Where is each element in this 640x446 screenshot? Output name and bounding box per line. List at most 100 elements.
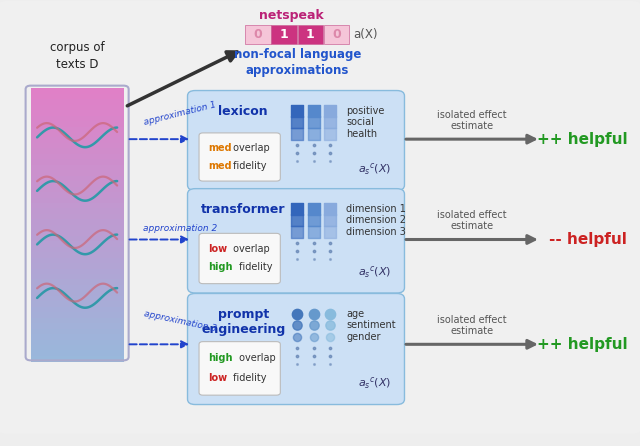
Bar bbox=[31, 329, 124, 335]
Bar bbox=[31, 99, 124, 105]
FancyBboxPatch shape bbox=[0, 1, 640, 434]
Text: isolated effect
estimate: isolated effect estimate bbox=[437, 210, 507, 231]
Bar bbox=[31, 110, 124, 116]
Bar bbox=[31, 143, 124, 149]
Bar bbox=[31, 263, 124, 269]
FancyBboxPatch shape bbox=[271, 25, 297, 44]
Text: $a_s{}^c(X)$: $a_s{}^c(X)$ bbox=[358, 264, 392, 280]
Point bbox=[325, 228, 335, 235]
Bar bbox=[31, 203, 124, 209]
Point bbox=[308, 322, 319, 329]
Point bbox=[308, 217, 319, 224]
Point bbox=[308, 228, 319, 235]
Bar bbox=[31, 247, 124, 253]
Bar bbox=[31, 198, 124, 204]
Text: low: low bbox=[208, 373, 227, 383]
Point bbox=[325, 322, 335, 329]
Point bbox=[292, 322, 302, 329]
Bar bbox=[31, 159, 124, 165]
FancyBboxPatch shape bbox=[188, 189, 404, 293]
FancyBboxPatch shape bbox=[245, 25, 271, 44]
Bar bbox=[31, 176, 124, 182]
FancyBboxPatch shape bbox=[199, 133, 280, 181]
Text: lexicon: lexicon bbox=[218, 105, 268, 118]
Text: age: age bbox=[346, 309, 364, 318]
Bar bbox=[31, 121, 124, 127]
Bar bbox=[31, 258, 124, 264]
Text: netspeak: netspeak bbox=[259, 9, 324, 22]
Bar bbox=[31, 334, 124, 340]
Text: fidelity: fidelity bbox=[230, 373, 267, 383]
Bar bbox=[31, 296, 124, 302]
Bar bbox=[31, 351, 124, 357]
Point bbox=[325, 217, 335, 224]
Bar bbox=[31, 192, 124, 198]
Text: fidelity: fidelity bbox=[236, 263, 273, 273]
Bar bbox=[31, 149, 124, 155]
Text: overlap: overlap bbox=[236, 353, 276, 363]
FancyBboxPatch shape bbox=[188, 293, 404, 405]
Text: med: med bbox=[208, 143, 232, 153]
Point bbox=[325, 107, 335, 114]
Point bbox=[292, 205, 302, 212]
Text: positive: positive bbox=[346, 106, 385, 116]
Text: prompt
engineering: prompt engineering bbox=[201, 308, 285, 336]
Bar bbox=[31, 241, 124, 248]
Bar bbox=[31, 165, 124, 171]
Bar bbox=[31, 137, 124, 144]
Text: dimension 3: dimension 3 bbox=[346, 227, 406, 237]
Text: transformer: transformer bbox=[201, 203, 285, 216]
Text: overlap: overlap bbox=[230, 143, 270, 153]
Text: -- helpful: -- helpful bbox=[549, 232, 627, 247]
Bar bbox=[31, 170, 124, 177]
Point bbox=[292, 130, 302, 137]
Bar bbox=[31, 214, 124, 220]
Point bbox=[325, 130, 335, 137]
Point bbox=[292, 217, 302, 224]
Point bbox=[308, 333, 319, 340]
Bar bbox=[31, 154, 124, 160]
Text: 0: 0 bbox=[253, 28, 262, 41]
Bar bbox=[31, 105, 124, 111]
Text: med: med bbox=[208, 161, 232, 170]
Bar bbox=[31, 225, 124, 231]
FancyBboxPatch shape bbox=[324, 25, 349, 44]
Bar bbox=[31, 274, 124, 280]
Bar bbox=[31, 208, 124, 215]
Point bbox=[325, 119, 335, 126]
Bar bbox=[31, 301, 124, 308]
Bar bbox=[31, 356, 124, 362]
Point bbox=[325, 333, 335, 340]
Text: approximation 2: approximation 2 bbox=[143, 224, 217, 233]
Bar bbox=[31, 280, 124, 286]
Bar bbox=[31, 127, 124, 133]
Text: $a_s{}^c(X)$: $a_s{}^c(X)$ bbox=[358, 161, 392, 177]
Bar bbox=[31, 307, 124, 313]
Text: low: low bbox=[208, 244, 227, 254]
Text: dimension 1: dimension 1 bbox=[346, 204, 406, 214]
Text: health: health bbox=[346, 129, 378, 139]
Bar bbox=[31, 186, 124, 193]
Point bbox=[292, 333, 302, 340]
Point bbox=[292, 310, 302, 317]
Bar bbox=[31, 88, 124, 95]
Text: ++ helpful: ++ helpful bbox=[536, 132, 627, 147]
Text: sentiment: sentiment bbox=[346, 320, 396, 330]
Bar bbox=[31, 252, 124, 258]
Text: corpus of
texts D: corpus of texts D bbox=[50, 41, 104, 71]
Text: gender: gender bbox=[346, 332, 381, 342]
Point bbox=[308, 310, 319, 317]
Text: $a_s{}^c(X)$: $a_s{}^c(X)$ bbox=[358, 376, 392, 391]
Text: approximation 1: approximation 1 bbox=[143, 100, 217, 127]
Bar bbox=[31, 290, 124, 297]
Bar bbox=[31, 94, 124, 100]
Point bbox=[325, 310, 335, 317]
Bar bbox=[31, 312, 124, 318]
Text: 0: 0 bbox=[332, 28, 341, 41]
Text: 1: 1 bbox=[280, 28, 289, 41]
FancyBboxPatch shape bbox=[199, 342, 280, 395]
Bar bbox=[31, 285, 124, 291]
Bar bbox=[31, 318, 124, 324]
Point bbox=[308, 107, 319, 114]
Point bbox=[325, 205, 335, 212]
